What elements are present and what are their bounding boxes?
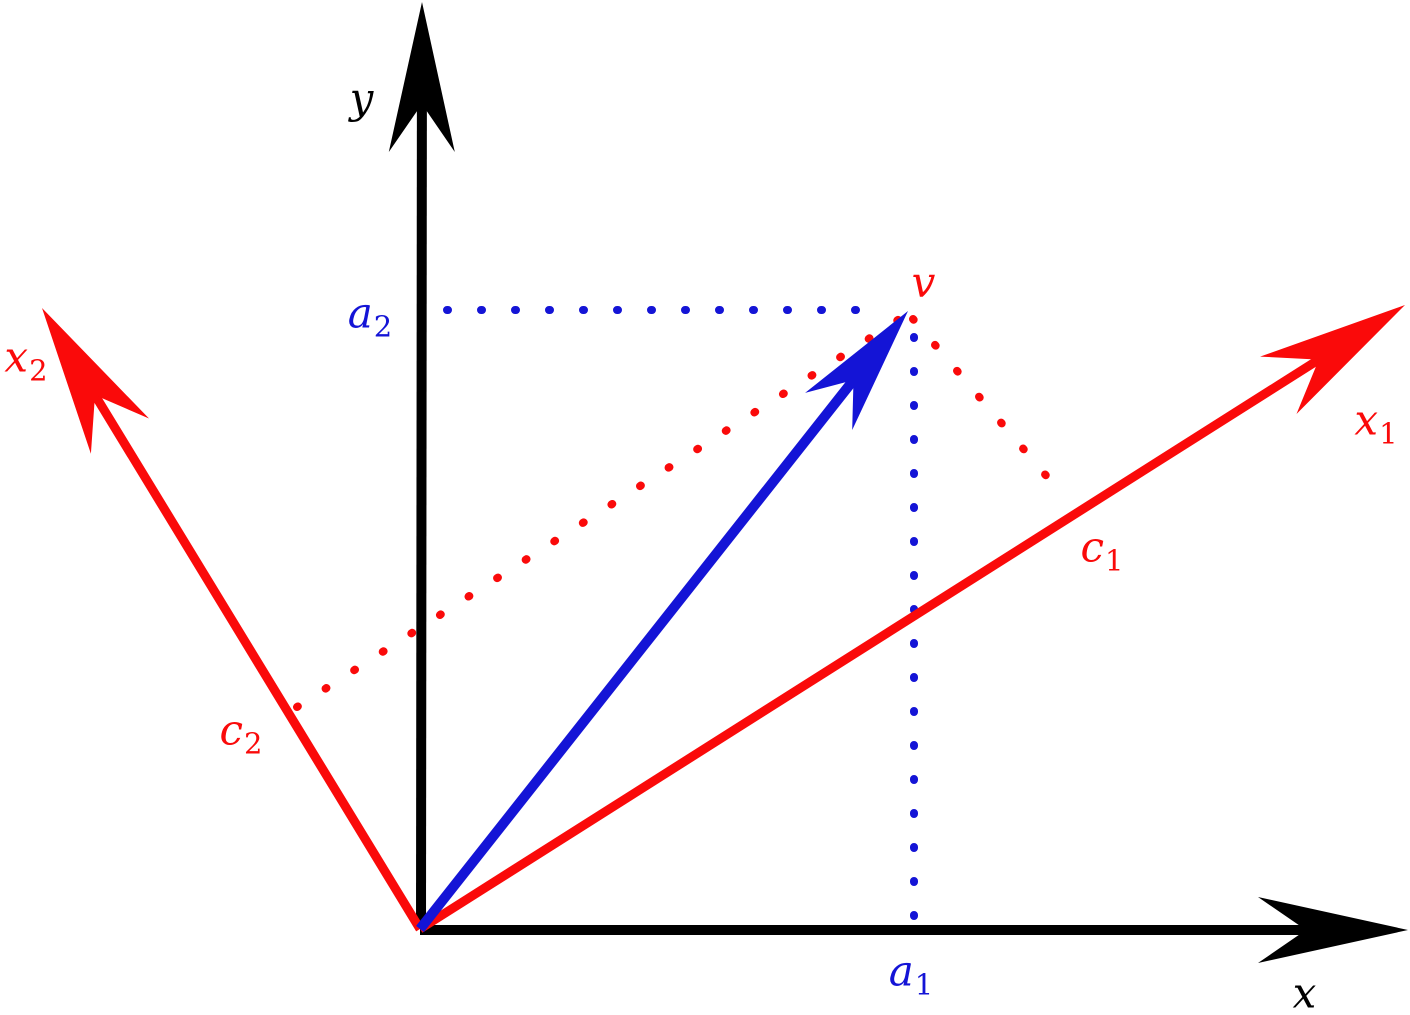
vector-v-shaft [416, 370, 863, 933]
label-subscript: 2 [244, 726, 263, 761]
label-text: x [1292, 968, 1317, 1015]
label-text: c [1080, 522, 1105, 572]
y-axis-arrowhead [388, 2, 455, 152]
c2-construction-line [293, 314, 905, 711]
label-text: x [4, 332, 29, 382]
basis-x1-arrowhead [1260, 305, 1405, 414]
label-subscript: 1 [1105, 543, 1124, 578]
label-subscript: 2 [373, 309, 393, 344]
vector-v-arrowhead [805, 311, 908, 430]
label-subscript: 1 [1379, 416, 1398, 451]
coordinate-a1-label: a1 [889, 950, 934, 1002]
basis-x2-shaft [87, 385, 424, 932]
label-text: x [1354, 395, 1379, 445]
basis-x2-label: x2 [4, 336, 48, 388]
label-text: a [888, 946, 914, 996]
label-subscript: 1 [914, 967, 934, 1002]
label-subscript: 2 [29, 353, 48, 388]
coefficient-c1-label: c1 [1081, 526, 1124, 578]
x-axis-arrowhead [1258, 897, 1408, 963]
label-text: y [349, 73, 374, 123]
coefficient-c2-label: c2 [220, 709, 263, 761]
label-text: c [219, 705, 244, 755]
label-text: v [911, 257, 936, 307]
x-axis-label: x [1293, 972, 1318, 1015]
label-text: a [347, 288, 373, 338]
vector-v-label: v [912, 261, 937, 311]
y-axis-label: y [350, 77, 375, 127]
c1-construction-line [909, 315, 1064, 496]
basis-x2-arrowhead [42, 308, 149, 454]
y-axis-shaft [416, 95, 427, 930]
coordinate-a2-label: a2 [348, 292, 393, 344]
basis-x1-label: x1 [1354, 399, 1398, 451]
basis-x1-shaft [417, 351, 1329, 933]
